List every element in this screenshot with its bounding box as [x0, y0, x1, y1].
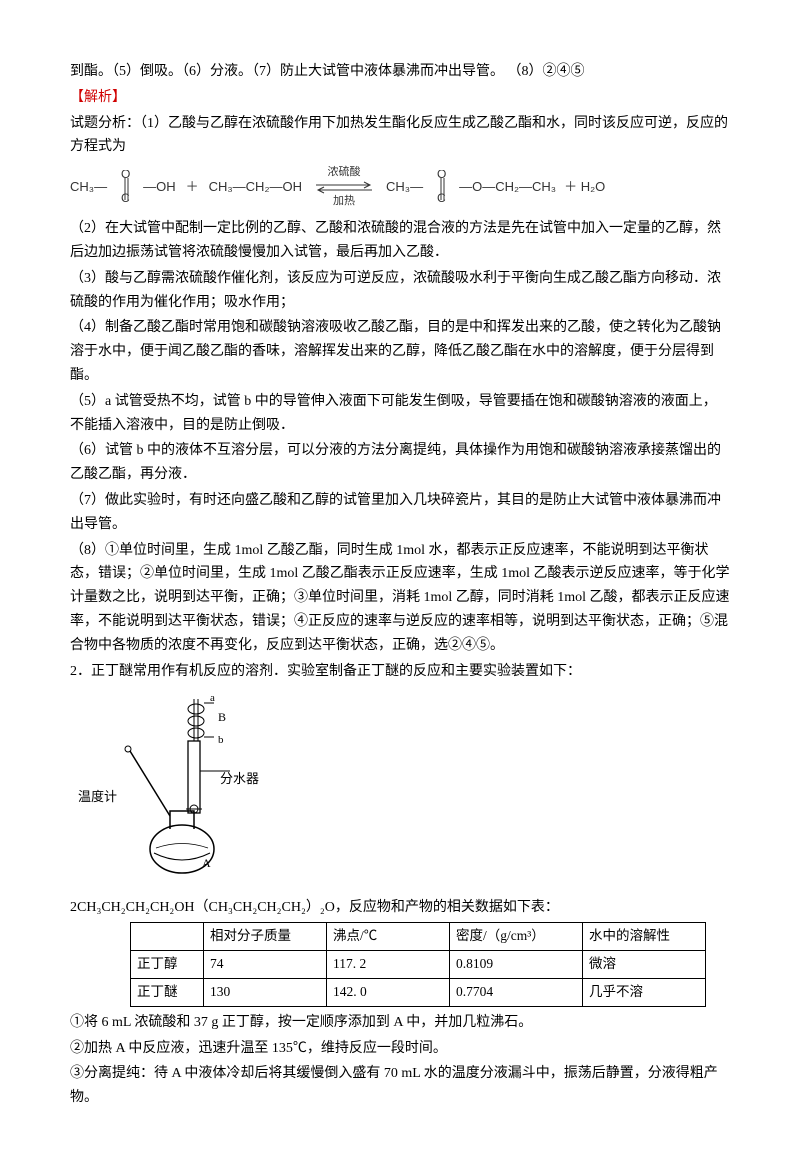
eq-left-oh: —OH [143, 176, 176, 198]
label-A: A [202, 856, 211, 870]
cell: 117. 2 [327, 950, 450, 978]
table-header-row: 相对分子质量 沸点/℃ 密度/（g/cm³） 水中的溶解性 [131, 922, 706, 950]
label-B: B [218, 710, 226, 724]
analysis-p4: （4）制备乙酸乙酯时常用饱和碳酸钠溶液吸收乙酸乙酯，目的是中和挥发出来的乙酸，使… [70, 316, 730, 387]
th-molmass: 相对分子质量 [204, 922, 327, 950]
table-row: 正丁醇 74 117. 2 0.8109 微溶 [131, 950, 706, 978]
analysis-p6: （6）试管 b 中的液体不互溶分层，可以分液的方法分离提纯，具体操作为用饱和碳酸… [70, 439, 730, 487]
data-table: 相对分子质量 沸点/℃ 密度/（g/cm³） 水中的溶解性 正丁醇 74 117… [130, 922, 706, 1007]
arrow-bottom-label: 加热 [333, 196, 355, 207]
analysis-header: 【解析】 [70, 86, 730, 110]
analysis-p3: （3）酸与乙醇需浓硫酸作催化剂，该反应为可逆反应，浓硫酸吸水利于平衡向生成乙酸乙… [70, 267, 730, 315]
step-3: ③分离提纯：待 A 中液体冷却后将其缓慢倒入盛有 70 mL 水的温度分液漏斗中… [70, 1062, 730, 1110]
intro-line: 到酯。（5）倒吸。（6）分液。（7）防止大试管中液体暴沸而冲出导管。 （8）②④… [70, 60, 730, 84]
eq-ethanol: CH₃—CH₂—OH [209, 176, 302, 198]
label-b: b [218, 734, 224, 746]
label-thermo: 温度计 [78, 789, 117, 804]
analysis-p5: （5）a 试管受热不均，试管 b 中的导管伸入液面下可能发生倒吸，导管要插在饱和… [70, 390, 730, 438]
carbonyl-icon: O C [111, 170, 139, 204]
eq-right-h2o: ＋ H₂O [564, 176, 605, 198]
cell: 0.8109 [450, 950, 583, 978]
th-bp: 沸点/℃ [327, 922, 450, 950]
carbonyl-icon-2: O C [427, 170, 455, 204]
svg-text:O: O [437, 170, 446, 181]
step-1: ①将 6 mL 浓硫酸和 37 g 正丁醇，按一定顺序添加到 A 中，并加几粒沸… [70, 1011, 730, 1035]
cell: 142. 0 [327, 978, 450, 1006]
cell: 130 [204, 978, 327, 1006]
analysis-p2: （2）在大试管中配制一定比例的乙醇、乙酸和浓硫酸的混合液的方法是先在试管中加入一… [70, 217, 730, 265]
q2-title: 2．正丁醚常用作有机反应的溶剂．实验室制备正丁醚的反应和主要实验装置如下： [70, 660, 730, 684]
table-row: 正丁醚 130 142. 0 0.7704 几乎不溶 [131, 978, 706, 1006]
th-blank [131, 922, 204, 950]
eq-right-ch3: CH₃— [386, 176, 423, 198]
cell: 74 [204, 950, 327, 978]
chemical-equation: CH₃— O C —OH ＋ CH₃—CH₂—OH 浓硫酸 加热 CH₃— O … [70, 167, 730, 207]
equilibrium-arrow-icon [314, 180, 374, 194]
svg-text:C: C [121, 191, 130, 204]
analysis-p7: （7）做此实验时，有时还向盛乙酸和乙醇的试管里加入几块碎瓷片，其目的是防止大试管… [70, 489, 730, 537]
eq-plus-1: ＋ [186, 176, 199, 198]
th-density: 密度/（g/cm³） [450, 922, 583, 950]
analysis-p8: （8）①单位时间里，生成 1mol 乙酸乙酯，同时生成 1mol 水，都表示正反… [70, 539, 730, 658]
svg-text:C: C [437, 191, 446, 204]
step-2: ②加热 A 中反应液，迅速升温至 135℃，维持反应一段时间。 [70, 1037, 730, 1061]
cell: 几乎不溶 [583, 978, 706, 1006]
cell: 正丁醇 [131, 950, 204, 978]
cell: 0.7704 [450, 978, 583, 1006]
th-solub: 水中的溶解性 [583, 922, 706, 950]
label-a: a [210, 692, 215, 704]
apparatus-diagram: A 温度计 a B b 分水器 [70, 691, 730, 890]
cell: 正丁醚 [131, 978, 204, 1006]
eq-right-och2ch3: —O—CH₂—CH₃ [459, 176, 556, 198]
cell: 微溶 [583, 950, 706, 978]
label-splitter: 分水器 [220, 771, 259, 786]
eq-arrow: 浓硫酸 加热 [314, 167, 374, 207]
analysis-p1: 试题分析：（1）乙酸与乙醇在浓硫酸作用下加热发生酯化反应生成乙酸乙酯和水，同时该… [70, 112, 730, 160]
formula-line: 2CH₃CH₂CH₂CH₂OH（CH₃CH₂CH₂CH₂）₂O，反应物和产物的相… [70, 896, 730, 920]
svg-text:O: O [121, 170, 130, 181]
arrow-top-label: 浓硫酸 [328, 167, 361, 178]
eq-left-ch3: CH₃— [70, 176, 107, 198]
